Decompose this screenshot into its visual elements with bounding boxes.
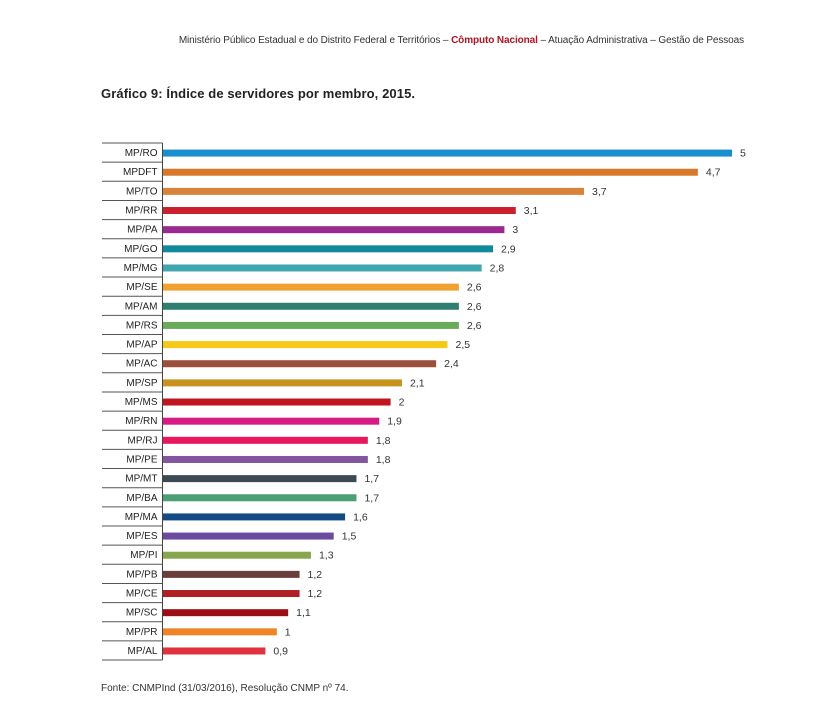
value-label: 1,5 bbox=[342, 531, 357, 543]
category-label: MP/CE bbox=[126, 589, 158, 600]
value-label: 1,7 bbox=[364, 473, 379, 485]
category-label: MP/SC bbox=[126, 608, 158, 619]
category-label: MPDFT bbox=[123, 167, 157, 178]
value-label: 3,7 bbox=[592, 186, 607, 198]
category-label: MP/PR bbox=[126, 627, 158, 638]
category-label: MP/MT bbox=[125, 474, 157, 485]
category-label: MP/SE bbox=[126, 282, 157, 293]
page-header: Ministério Público Estadual e do Distrit… bbox=[179, 35, 744, 46]
category-label: MP/RJ bbox=[128, 435, 158, 446]
category-label: MP/PE bbox=[126, 454, 157, 465]
bar-mp-mt bbox=[163, 475, 357, 483]
category-label: MP/ES bbox=[126, 531, 157, 542]
bar-mp-go bbox=[163, 245, 494, 253]
bar-mp-pe bbox=[163, 455, 368, 463]
category-label: MP/BA bbox=[126, 493, 157, 504]
chart-title: Gráfico 9: Índice de servidores por memb… bbox=[101, 86, 416, 101]
category-label: MP/AC bbox=[126, 359, 158, 370]
bar-mp-ce bbox=[163, 590, 300, 598]
bar-mp-sp bbox=[163, 379, 402, 387]
value-label: 3 bbox=[512, 224, 518, 236]
value-label: 1,3 bbox=[319, 550, 334, 562]
category-label: MP/TO bbox=[126, 186, 158, 197]
header-text-1: Ministério Público Estadual e do Distrit… bbox=[178, 35, 452, 46]
bar-mp-rr bbox=[163, 207, 516, 215]
value-label: 2,1 bbox=[410, 377, 425, 389]
bar-mpdft bbox=[163, 168, 698, 176]
category-label: MP/MA bbox=[125, 512, 158, 523]
header-text-2: – Atuação Administrativa – Gestão de Pes… bbox=[537, 35, 744, 46]
value-label: 1,8 bbox=[376, 435, 391, 447]
value-label: 2,5 bbox=[456, 339, 471, 351]
value-label: 1,7 bbox=[364, 492, 379, 504]
bar-mp-ac bbox=[163, 360, 437, 368]
value-label: 2,6 bbox=[467, 320, 482, 332]
category-label: MP/RN bbox=[125, 416, 157, 427]
value-label: 2,4 bbox=[444, 358, 459, 370]
bar-mp-sc bbox=[163, 609, 289, 617]
bar-mp-pa bbox=[163, 226, 505, 234]
value-label: 3,1 bbox=[524, 205, 539, 217]
bar-mp-rn bbox=[163, 417, 380, 425]
category-label: MP/RR bbox=[125, 206, 157, 217]
bar-mp-rj bbox=[163, 436, 368, 444]
bar-mp-al bbox=[163, 647, 266, 655]
bar-mp-pb bbox=[163, 570, 300, 578]
value-label: 0,9 bbox=[273, 645, 288, 657]
value-label: 2,9 bbox=[501, 243, 516, 255]
bar-mp-pr bbox=[163, 628, 277, 636]
value-label: 1 bbox=[285, 626, 291, 638]
category-label: MP/PA bbox=[127, 225, 158, 236]
bar-mp-ro bbox=[163, 149, 732, 157]
category-label: MP/AP bbox=[126, 340, 157, 351]
category-label: MP/RO bbox=[125, 148, 158, 159]
category-label: MP/MS bbox=[125, 397, 158, 408]
category-label: MP/SP bbox=[126, 378, 157, 389]
value-label: 1,8 bbox=[376, 454, 391, 466]
source-note: Fonte: CNMPInd (31/03/2016), Resolução C… bbox=[101, 683, 349, 694]
bar-mp-se bbox=[163, 283, 459, 291]
header-accent: Cômputo Nacional bbox=[451, 35, 538, 46]
bar-mp-ap bbox=[163, 341, 448, 349]
value-label: 1,2 bbox=[308, 588, 323, 600]
bar-mp-ma bbox=[163, 513, 346, 521]
category-label: MP/PI bbox=[130, 550, 157, 561]
category-label: MP/RS bbox=[126, 320, 158, 331]
bar-mp-pi bbox=[163, 551, 311, 559]
value-label: 4,7 bbox=[706, 167, 721, 179]
value-label: 2,6 bbox=[467, 282, 482, 294]
bar-mp-rs bbox=[163, 321, 459, 329]
value-label: 5 bbox=[740, 148, 746, 160]
category-label: MP/GO bbox=[124, 244, 158, 255]
bar-mp-ba bbox=[163, 494, 357, 502]
bar-mp-ms bbox=[163, 398, 391, 406]
value-label: 1,9 bbox=[387, 416, 402, 428]
category-label: MP/PB bbox=[126, 569, 157, 580]
value-label: 1,2 bbox=[308, 569, 323, 581]
bar-mp-mg bbox=[163, 264, 482, 272]
category-label: MP/AL bbox=[127, 646, 157, 657]
value-label: 1,1 bbox=[296, 607, 311, 619]
value-label: 2,6 bbox=[467, 301, 482, 313]
value-label: 1,6 bbox=[353, 511, 368, 523]
bar-mp-am bbox=[163, 302, 459, 310]
bar-mp-es bbox=[163, 532, 334, 540]
value-label: 2,8 bbox=[490, 262, 505, 274]
value-label: 2 bbox=[399, 397, 405, 409]
category-label: MP/MG bbox=[124, 263, 158, 274]
category-label: MP/AM bbox=[125, 301, 158, 312]
bar-mp-to bbox=[163, 187, 585, 195]
